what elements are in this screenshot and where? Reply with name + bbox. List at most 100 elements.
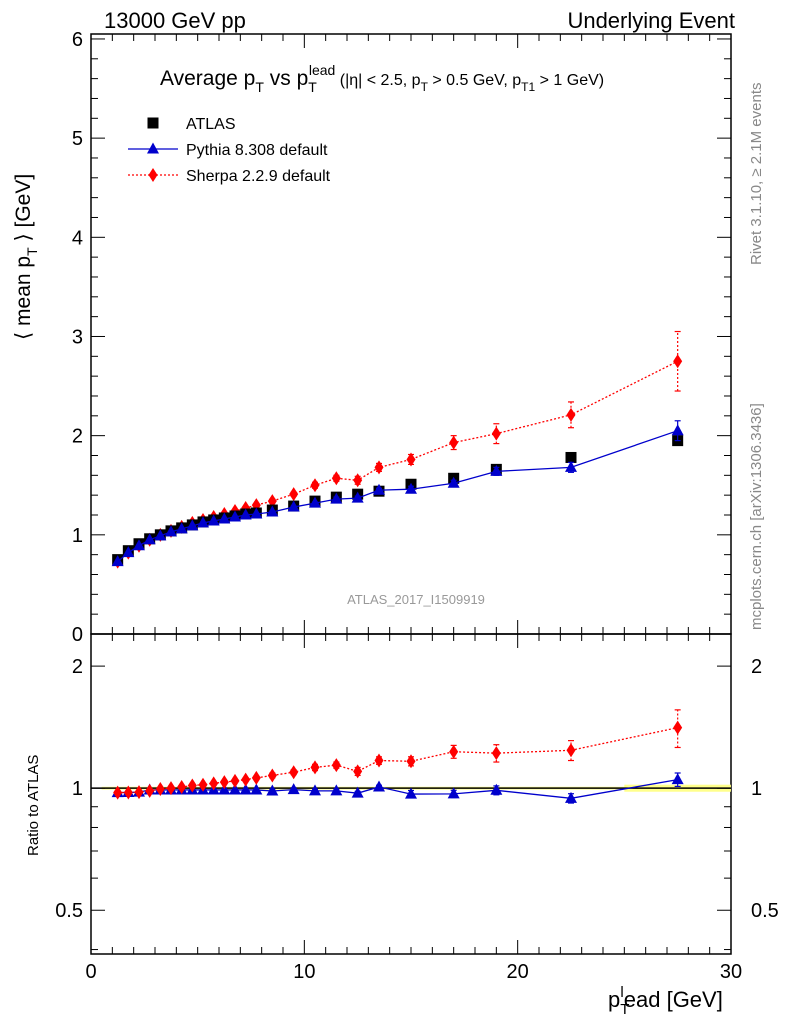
main-sherpa-2-2-9-default-point [353, 473, 363, 488]
ratio-pythia-8-308-default-point [309, 784, 321, 796]
legend-sherpa-2-2-9-default-label: Sherpa 2.2.9 default [186, 168, 331, 185]
ratio-sherpa-2-2-9-default-point [209, 776, 219, 791]
ratio-sherpa-2-2-9-default-point [219, 775, 229, 790]
legend-atlas-label: ATLAS [186, 116, 236, 133]
ratio-sherpa-2-2-9-default-point [166, 781, 176, 796]
xtick-label: 10 [293, 961, 315, 983]
ratio-sherpa-2-2-9-default-point [251, 770, 261, 785]
ratio-pythia-8-308-default-point [447, 787, 460, 799]
main-pythia-8-308-default-point [266, 505, 279, 517]
ratio-sherpa-2-2-9-default-point [230, 773, 240, 788]
ratio-sherpa-2-2-9-default-point [673, 720, 683, 735]
header-right: Underlying Event [567, 8, 735, 33]
ratio-sherpa-2-2-9-default-point [491, 746, 501, 761]
ratio-sherpa-2-2-9-default-point [353, 764, 363, 779]
ratio-sherpa-2-2-9-default-point [449, 744, 459, 759]
ratio-sherpa-2-2-9-default-point [155, 782, 165, 797]
xtick-label: 30 [720, 961, 742, 983]
ratio-sherpa-2-2-9-default-point [267, 768, 277, 783]
main-pythia-8-308-default-point [133, 539, 145, 551]
rivet-version-text: Rivet 3.1.10, ≥ 2.1M events [748, 83, 765, 266]
main-ytick-label: 6 [72, 29, 83, 51]
main-pythia-8-308-default-point [197, 516, 209, 528]
main-ytick-label: 3 [72, 326, 83, 348]
legend-sherpa-2-2-9-default-marker [148, 168, 158, 182]
ratio-ytick-label-left: 2 [72, 656, 83, 678]
main-pythia-8-308-default-point [218, 512, 231, 524]
main-ytick-label: 5 [72, 128, 83, 150]
main-sherpa-2-2-9-default-point [449, 435, 459, 450]
main-ytick-label: 4 [72, 227, 83, 249]
ratio-sherpa-2-2-9-default-point [113, 785, 123, 800]
main-pythia-8-308-default-point [351, 491, 364, 503]
main-pythia-8-308-default-point [565, 460, 577, 472]
main-sherpa-2-2-9-default-point [251, 498, 261, 513]
main-pythia-8-308-default-point [490, 464, 503, 476]
plot-title: Average pT vs pTlead (|η| < 2.5, pT > 0.… [160, 62, 604, 95]
ratio-ytick-label-left: 1 [72, 778, 83, 800]
xtick-label: 20 [507, 961, 529, 983]
ratio-ytick-label-right: 1 [751, 778, 762, 800]
legend-pythia-8-308-default-label: Pythia 8.308 default [186, 142, 328, 159]
main-sherpa-2-2-9-default-point [491, 426, 501, 441]
main-pythia-8-308-default-point [239, 508, 252, 520]
ratio-pythia-8-308-default-point [239, 783, 252, 795]
xtick-label: 0 [85, 961, 96, 983]
main-ytick-label: 1 [72, 525, 83, 547]
main-sherpa-2-2-9-default-line [117, 360, 678, 563]
main-ytick-label: 0 [72, 624, 83, 646]
main-sherpa-2-2-9-default-point [331, 471, 341, 486]
mcplots-credit-text: mcplots.cern.ch [arXiv:1306.3436] [748, 403, 765, 630]
main-pythia-8-308-default-point [207, 514, 220, 526]
ratio-series-layer [111, 709, 684, 804]
main-pythia-8-308-default-point [287, 500, 300, 512]
ratio-sherpa-2-2-9-default-point [187, 778, 197, 793]
main-pythia-8-308-default-point [122, 546, 135, 558]
main-pythia-8-308-default-point [671, 424, 684, 436]
main-pythia-8-308-default-point [143, 533, 156, 545]
ratio-pythia-8-308-default-point [266, 784, 279, 796]
axes-layer: 1 2 3 4 5 6 0 0 10 20 30 0.5 0.5 1 1 2 2 [55, 29, 779, 983]
main-pythia-8-308-default-point [405, 482, 417, 494]
main-pythia-8-308-default-point [165, 525, 177, 537]
ratio-pythia-8-308-default-point [229, 783, 241, 795]
ratio-sherpa-2-2-9-default-point [374, 753, 384, 768]
ratio-ytick-label-right: 0.5 [751, 900, 779, 922]
ratio-pythia-8-308-default-point [490, 783, 503, 795]
main-sherpa-2-2-9-default-point [374, 460, 384, 475]
main-pythia-8-308-default-point [175, 522, 188, 534]
main-ytick-label: 2 [72, 426, 83, 448]
main-pythia-8-308-default-point [309, 496, 321, 508]
main-sherpa-2-2-9-default-point [673, 354, 683, 369]
ratio-sherpa-2-2-9-default-point [289, 765, 299, 780]
legend-atlas-marker [147, 117, 159, 129]
main-sherpa-2-2-9-default-point [566, 407, 576, 422]
ratio-pythia-8-308-default-point [351, 786, 364, 798]
main-pythia-8-308-default-point [447, 476, 460, 488]
ratio-sherpa-2-2-9-default-point [145, 783, 155, 798]
main-series-layer [111, 330, 684, 569]
main-sherpa-2-2-9-default-point [289, 487, 299, 502]
main-pythia-8-308-default-point [229, 510, 241, 522]
main-atlas-point [565, 451, 577, 463]
ratio-pythia-8-308-default-point [405, 787, 417, 799]
ratio-ytick-label-right: 2 [751, 656, 762, 678]
ratio-sherpa-2-2-9-default-point [134, 785, 144, 800]
ratio-pythia-8-308-default-point [250, 783, 263, 795]
ratio-sherpa-2-2-9-default-point [406, 754, 416, 769]
main-pythia-8-308-default-point [373, 483, 385, 495]
header-left: 13000 GeV pp [104, 8, 246, 33]
xlabel: pTlead [GeV] [608, 984, 723, 1018]
main-pythia-8-308-default-point [250, 507, 263, 519]
main-pythia-8-308-default-point [186, 519, 199, 531]
main-ylabel: ⟨ mean pT ⟩ [GeV] [12, 174, 40, 340]
ratio-pythia-8-308-default-point [671, 773, 684, 785]
ratio-ytick-label-left: 0.5 [55, 900, 83, 922]
ratio-sherpa-2-2-9-default-point [198, 777, 208, 792]
ratio-ylabel: Ratio to ATLAS [25, 755, 42, 856]
main-pythia-8-308-default-line [117, 430, 678, 563]
main-pythia-8-308-default-point [330, 492, 343, 504]
ratio-sherpa-2-2-9-default-point [241, 772, 251, 787]
ratio-pythia-8-308-default-point [373, 780, 385, 792]
